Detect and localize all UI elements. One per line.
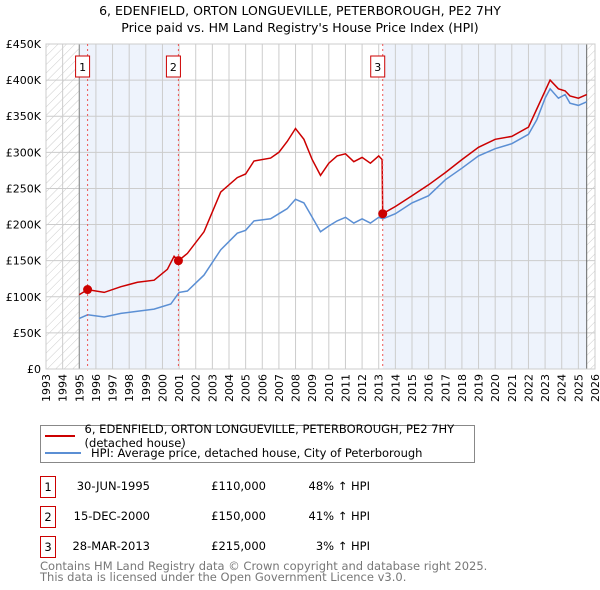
x-tick-label: 2008	[290, 374, 303, 402]
x-tick-label: 2026	[589, 374, 600, 402]
y-tick-label: £200K	[6, 219, 42, 232]
plot-area: 1993 1994 1995 1996 1997 1998 1999 2000 2001 2002…	[6, 38, 600, 402]
chart-title: 6, EDENFIELD, ORTON LONGUEVILLE, PETERBO…	[99, 3, 501, 18]
x-tick-label: 1999	[140, 374, 153, 402]
hpi-line	[79, 87, 587, 320]
y-tick-label: £0	[27, 363, 41, 376]
x-tick-label: 2010	[323, 374, 336, 402]
y-tick-label: £350K	[6, 110, 42, 123]
x-tick-label: 2000	[156, 374, 169, 402]
y-tick-label: £250K	[6, 182, 42, 195]
sale-number: 2	[40, 506, 56, 528]
legend-swatch-hpi	[45, 452, 81, 454]
x-tick-label: 2005	[240, 374, 253, 402]
hatched-region-future	[586, 44, 595, 369]
sale-marker-box	[165, 55, 181, 78]
sale-date: 28-MAR-2013	[72, 539, 150, 553]
x-tick-label: 1998	[123, 374, 136, 402]
chart-subtitle: Price paid vs. HM Land Registry's House …	[121, 20, 479, 35]
x-tick-label: 1993	[40, 374, 53, 402]
x-tick-label: 2009	[306, 374, 319, 402]
sale-row: 1 30-JUN-1995 £110,000 48% ↑ HPI	[40, 476, 540, 498]
x-tick-label: 2013	[373, 374, 386, 402]
sale-price: £150,000	[211, 509, 266, 523]
sale-marker-label: 2	[170, 61, 177, 74]
y-tick-label: £150K	[6, 255, 42, 268]
sale-hpi-change: 41% ↑ HPI	[308, 509, 370, 523]
footer-licence: This data is licensed under the Open Gov…	[40, 570, 407, 584]
sale-point	[83, 285, 93, 295]
x-tick-label: 2015	[406, 374, 419, 402]
sale-point	[173, 256, 183, 266]
legend-label-hpi: HPI: Average price, detached house, City…	[91, 446, 423, 460]
y-tick-label: £300K	[6, 146, 42, 159]
sale-marker-label: 3	[374, 61, 381, 74]
footer-copyright: Contains HM Land Registry data © Crown c…	[40, 559, 488, 573]
x-tick-label: 2025	[572, 374, 585, 402]
x-tick-label: 2023	[539, 374, 552, 402]
legend-label-property: 6, EDENFIELD, ORTON LONGUEVILLE, PETERBO…	[84, 422, 455, 450]
legend-swatch-property	[45, 435, 75, 437]
x-tick-label: 1997	[107, 374, 120, 402]
x-tick-label: 2020	[489, 374, 502, 402]
y-tick-label: £50K	[13, 327, 42, 340]
x-tick-label: 2019	[473, 374, 486, 402]
x-tick-label: 2014	[389, 374, 402, 402]
x-tick-label: 2001	[173, 374, 186, 402]
x-tick-label: 2021	[506, 374, 519, 402]
sale-date: 30-JUN-1995	[76, 479, 150, 493]
legend: 6, EDENFIELD, ORTON LONGUEVILLE, PETERBO…	[40, 422, 475, 463]
sale-marker-box	[75, 55, 91, 78]
plot-border	[45, 43, 596, 370]
y-tick-label: £100K	[6, 291, 42, 304]
x-tick-label: 2011	[339, 374, 352, 402]
sale-date: 15-DEC-2000	[73, 509, 150, 523]
x-tick-label: 2017	[439, 374, 452, 402]
sale-hpi-change: 48% ↑ HPI	[308, 479, 370, 493]
x-tick-label: 2012	[356, 374, 369, 402]
x-tick-label: 1995	[73, 374, 86, 402]
sale-row: 2 15-DEC-2000 £150,000 41% ↑ HPI	[40, 506, 540, 528]
x-tick-label: 2006	[256, 374, 269, 402]
sale-marker-box	[370, 55, 386, 78]
shaded-period	[382, 44, 587, 369]
x-tick-label: 2004	[223, 374, 236, 402]
x-tick-label: 2024	[556, 374, 569, 402]
y-tick-label: £450K	[6, 38, 42, 51]
x-tick-label: 1996	[90, 374, 103, 402]
x-tick-label: 2016	[423, 374, 436, 402]
sale-row: 3 28-MAR-2013 £215,000 3% ↑ HPI	[40, 536, 540, 558]
sale-point	[378, 209, 388, 219]
sale-price: £215,000	[211, 539, 266, 553]
x-tick-label: 2007	[273, 374, 286, 402]
sale-number: 3	[40, 536, 56, 558]
sale-number: 1	[40, 476, 56, 498]
y-tick-label: £400K	[6, 74, 42, 87]
sale-marker-label: 1	[79, 61, 86, 74]
x-tick-label: 2022	[522, 374, 535, 402]
x-tick-label: 2003	[206, 374, 219, 402]
sale-price: £110,000	[211, 479, 266, 493]
x-tick-label: 1994	[57, 374, 70, 402]
sale-hpi-change: 3% ↑ HPI	[315, 539, 370, 553]
x-tick-label: 2002	[190, 374, 203, 402]
x-tick-label: 2018	[456, 374, 469, 402]
